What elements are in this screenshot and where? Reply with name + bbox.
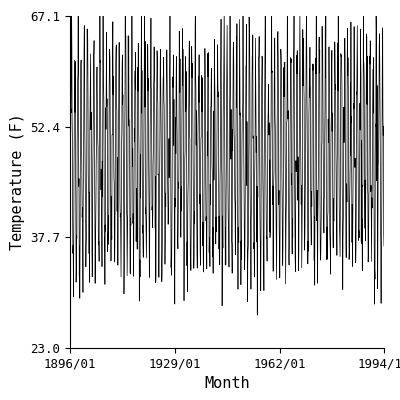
X-axis label: Month: Month [204,376,250,391]
Y-axis label: Temperature (F): Temperature (F) [10,114,25,250]
